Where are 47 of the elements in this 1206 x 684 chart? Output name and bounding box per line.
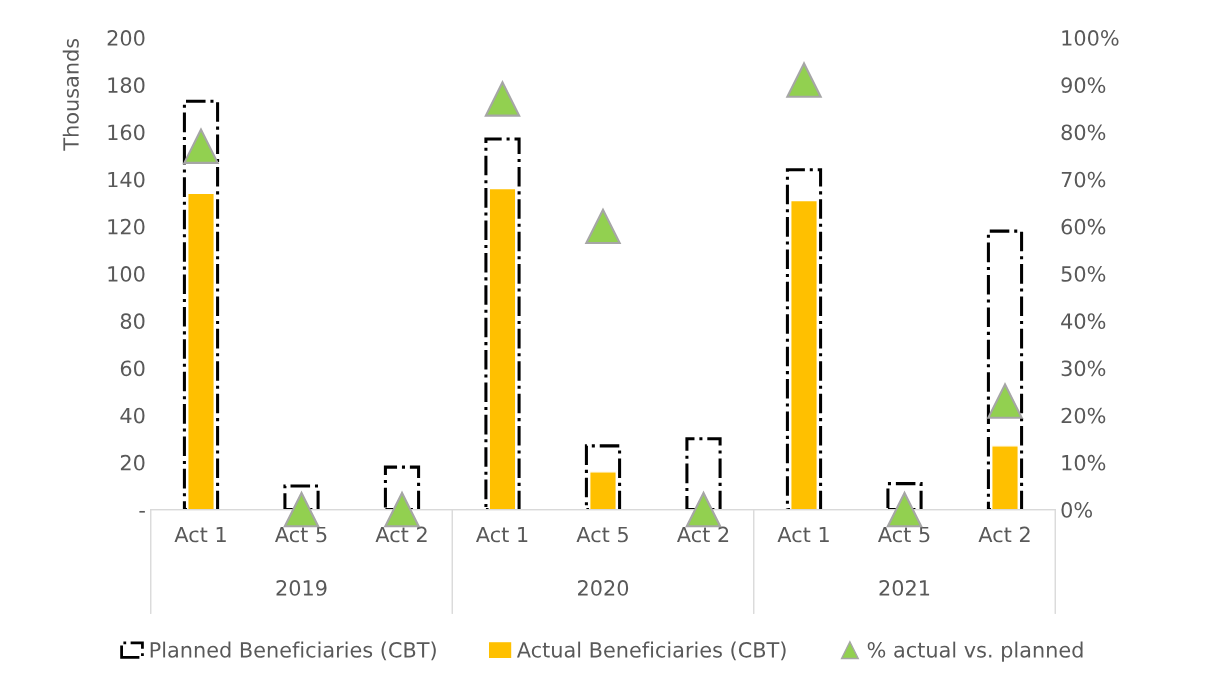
point	[484, 81, 521, 117]
point	[886, 491, 923, 528]
point	[283, 491, 320, 528]
y-tick-label: 120	[108, 218, 145, 235]
point	[786, 62, 822, 98]
y-axis-title: Thousands	[62, 38, 79, 151]
y2-tick-label: 70%	[1061, 171, 1106, 188]
x-tick-label: Act 2	[375, 526, 427, 543]
y-tick-label: 60	[120, 360, 145, 377]
point	[384, 491, 420, 528]
y2-tick-label: 40%	[1061, 313, 1106, 330]
point	[183, 128, 219, 164]
y-tick-label: 200	[107, 30, 145, 46]
legend-label: % actual vs. planned	[867, 641, 1083, 662]
y-tick-label: 80	[120, 313, 145, 330]
x-tick-label: Act 1	[475, 526, 528, 543]
point	[685, 491, 722, 528]
x-tick-label: Act 5	[576, 526, 628, 543]
y2-tick-label: 20%	[1061, 407, 1106, 424]
x-tick-label: Act 5	[274, 526, 327, 543]
y-tick-label: 20	[120, 454, 145, 471]
x-tick-label: Act 2	[676, 526, 729, 543]
y-tick-label: 160	[108, 124, 145, 141]
x-tick-label: Act 1	[777, 526, 829, 543]
x-tick-label: Act 5	[877, 526, 930, 543]
point	[987, 383, 1023, 419]
y2-tick-label: 10%	[1062, 454, 1106, 471]
y2-tick-label: 50%	[1061, 266, 1106, 282]
y2-tick-label: 80%	[1061, 124, 1106, 141]
y-tick-label: 40	[120, 407, 145, 424]
legend-label: Planned Beneficiaries (CBT)	[150, 641, 436, 661]
text: 2020	[578, 580, 629, 596]
y2-tick-label: 100%	[1062, 30, 1119, 46]
x-tick-label: Act 2	[978, 526, 1030, 543]
text: 2019	[276, 580, 327, 596]
x-tick-label: Act 1	[174, 526, 226, 543]
legend-label: Actual Beneficiaries (CBT)	[516, 641, 786, 661]
y2-tick-label: 60%	[1061, 218, 1106, 235]
y2-tick-label: 30%	[1061, 360, 1106, 377]
text: 2021	[879, 580, 930, 596]
point	[585, 208, 621, 245]
y-tick-label: 180	[108, 77, 145, 94]
y-tick-label: 100	[108, 266, 145, 282]
y-tick-label: -	[139, 510, 145, 513]
y-tick-label: 140	[108, 171, 145, 188]
y2-tick-label: 0%	[1061, 502, 1093, 518]
y2-tick-label: 90%	[1061, 77, 1106, 94]
